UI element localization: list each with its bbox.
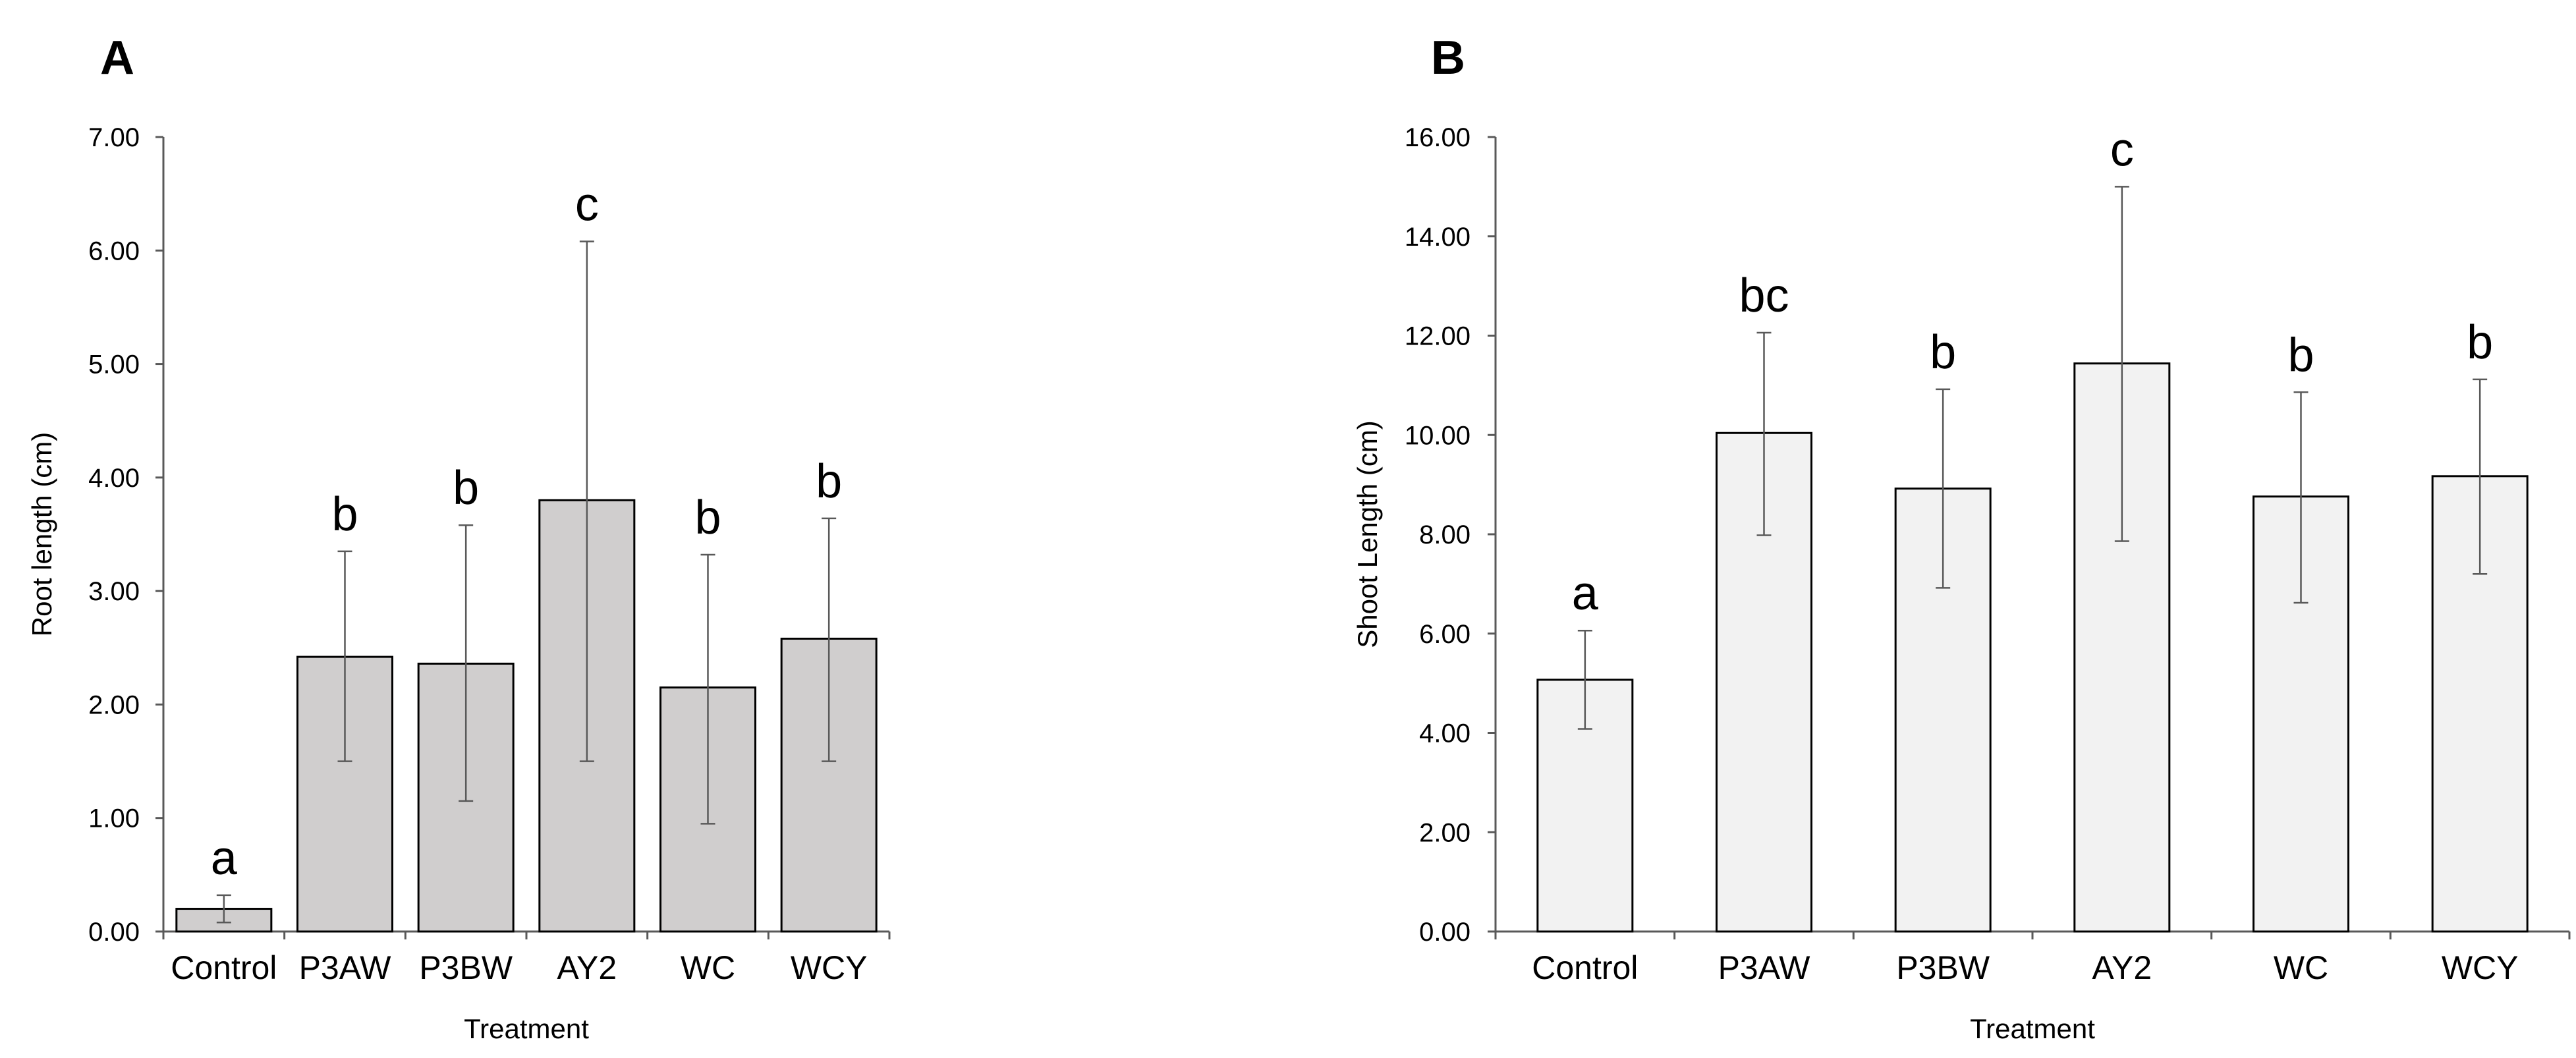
panel-letter: A xyxy=(100,32,134,84)
y-tick-label: 2.00 xyxy=(88,690,140,719)
y-axis-title: Shoot Length (cm) xyxy=(1352,420,1383,648)
y-tick-label: 1.00 xyxy=(88,804,140,833)
y-tick-label: 8.00 xyxy=(1419,520,1470,549)
y-tick-label: 3.00 xyxy=(88,577,140,606)
y-tick-label: 2.00 xyxy=(1419,818,1470,847)
significance-letter: c xyxy=(575,179,599,231)
y-axis-title: Root length (cm) xyxy=(26,432,57,636)
significance-letter: c xyxy=(2110,123,2134,176)
significance-letter: b xyxy=(2467,316,2493,369)
y-tick-label: 0.00 xyxy=(1419,918,1470,947)
category-label: AY2 xyxy=(2092,949,2152,986)
x-axis-title: Treatment xyxy=(464,1013,589,1044)
y-tick-label: 6.00 xyxy=(1419,620,1470,649)
significance-letter: a xyxy=(1572,567,1599,620)
significance-letter: a xyxy=(211,832,238,885)
y-tick-label: 0.00 xyxy=(88,918,140,947)
category-label: Control xyxy=(171,949,277,986)
significance-letter: b xyxy=(2287,329,2314,381)
significance-letter: b xyxy=(694,491,721,544)
y-tick-label: 16.00 xyxy=(1405,123,1470,152)
category-label: P3AW xyxy=(299,949,392,986)
category-label: WCY xyxy=(2442,949,2519,986)
category-label: WC xyxy=(681,949,735,986)
y-tick-label: 6.00 xyxy=(88,237,140,265)
category-label: WC xyxy=(2274,949,2328,986)
y-tick-label: 4.00 xyxy=(88,464,140,493)
significance-letter: b xyxy=(453,462,479,515)
category-label: Control xyxy=(1532,949,1638,986)
significance-letter: b xyxy=(1930,326,1956,379)
panel-letter: B xyxy=(1431,32,1465,84)
x-axis-title: Treatment xyxy=(1970,1013,2095,1044)
y-tick-label: 5.00 xyxy=(88,350,140,379)
y-tick-label: 7.00 xyxy=(88,123,140,152)
y-tick-label: 12.00 xyxy=(1405,322,1470,351)
y-tick-label: 10.00 xyxy=(1405,421,1470,450)
y-tick-label: 14.00 xyxy=(1405,223,1470,252)
category-label: AY2 xyxy=(557,949,617,986)
significance-letter: bc xyxy=(1739,269,1789,322)
panel-b-chart: B 0.00 2.00 4.00 6.00 8.00 10.00 12.00 14.00 16.0… xyxy=(1352,32,2571,1044)
significance-letter: b xyxy=(816,455,842,508)
category-label: WCY xyxy=(791,949,868,986)
category-label: P3AW xyxy=(1718,949,1811,986)
panel-a-chart: A 0.00 1.00 2.00 3.00 4.00 5.00 6.00 7.00 Control… xyxy=(26,32,891,1044)
category-label: P3BW xyxy=(1896,949,1990,986)
significance-letter: b xyxy=(331,488,358,541)
y-tick-label: 4.00 xyxy=(1419,719,1470,748)
category-label: P3BW xyxy=(419,949,513,986)
